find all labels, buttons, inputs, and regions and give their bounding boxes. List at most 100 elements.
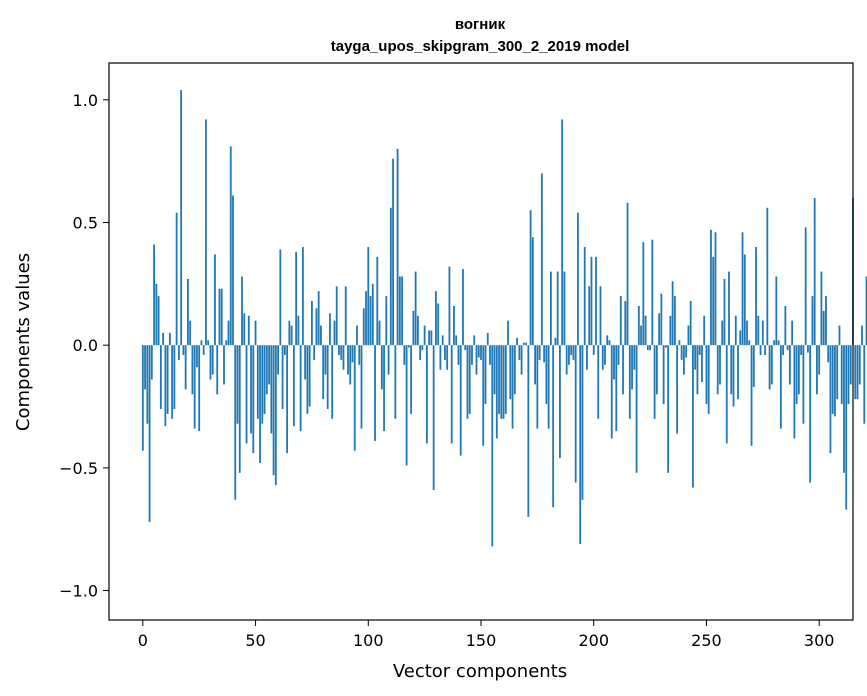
bar [748,340,751,346]
bar [283,345,286,355]
bar [642,242,645,346]
bar [703,315,706,346]
bar [383,345,385,432]
bar [173,345,176,409]
bar [601,345,604,370]
bar [295,251,298,346]
bar [189,320,192,346]
bar [498,345,500,414]
bar [482,345,485,446]
bar [141,345,144,451]
bar [791,320,794,346]
bar [552,345,555,508]
y-axis-ticks: −1.0 −0.5 0.0 0.5 1.0 [59,91,109,601]
bar [157,296,160,346]
bar [301,247,304,346]
bar [252,345,255,454]
bar [412,310,415,346]
bar [403,345,406,365]
bar [568,345,570,365]
bar [209,345,212,380]
bar [813,197,816,346]
bar [466,345,469,419]
bar [274,345,277,486]
bar [734,315,737,346]
bar [845,345,848,510]
bar [369,296,372,346]
bar [854,345,857,400]
bar [491,345,494,547]
bar [238,345,241,473]
bar [398,276,401,346]
bar [610,345,613,439]
bar [829,345,832,454]
bar [225,340,228,346]
bar [308,345,311,407]
bar [592,345,595,355]
bar [687,325,690,346]
bar [326,345,329,409]
bar [250,345,252,434]
bar [784,305,787,346]
bar [335,286,338,346]
bar [175,212,178,346]
bar [504,345,507,414]
bar [676,345,679,434]
bar [651,239,654,346]
bar [191,345,194,395]
bar [795,345,798,405]
bar [374,345,376,441]
bar [378,320,381,346]
bar [367,247,370,346]
bar [166,345,169,414]
bar [658,313,661,346]
y-tick-label: 1.0 [73,91,98,110]
bar [313,345,316,360]
bar [344,286,347,346]
bar [495,345,498,439]
bar [725,345,728,444]
x-axis-ticks: 0 50 100 150 200 250 300 [138,620,834,650]
bar [549,271,552,346]
bar [840,345,843,405]
bar [572,345,575,360]
bar [435,291,437,346]
bar [752,345,755,387]
bar [439,345,442,370]
bar [797,345,800,395]
bar [297,315,300,346]
bar [286,345,289,454]
bar [770,345,773,385]
bar [746,320,748,346]
bar [547,345,550,429]
bar [202,345,205,355]
bar [453,305,455,346]
bar [333,320,336,346]
bar [317,291,320,346]
bar [619,296,622,346]
bar [739,330,742,346]
bar [254,320,257,346]
bar [655,345,658,395]
bar [698,345,701,355]
bar [311,301,313,346]
bar [159,345,162,409]
bar [624,301,627,346]
bar [583,247,586,346]
bar [331,345,334,419]
bar [680,345,683,360]
bar [689,301,692,346]
bar [268,345,270,385]
bar [457,345,460,365]
bar [811,296,814,346]
bar [324,345,327,375]
bar [788,345,791,385]
bar [786,345,789,351]
bar [608,340,611,346]
bar [701,345,703,382]
bar [694,345,697,370]
bar [468,345,471,414]
bar [450,345,453,444]
bar [782,345,785,355]
bar [349,345,352,385]
